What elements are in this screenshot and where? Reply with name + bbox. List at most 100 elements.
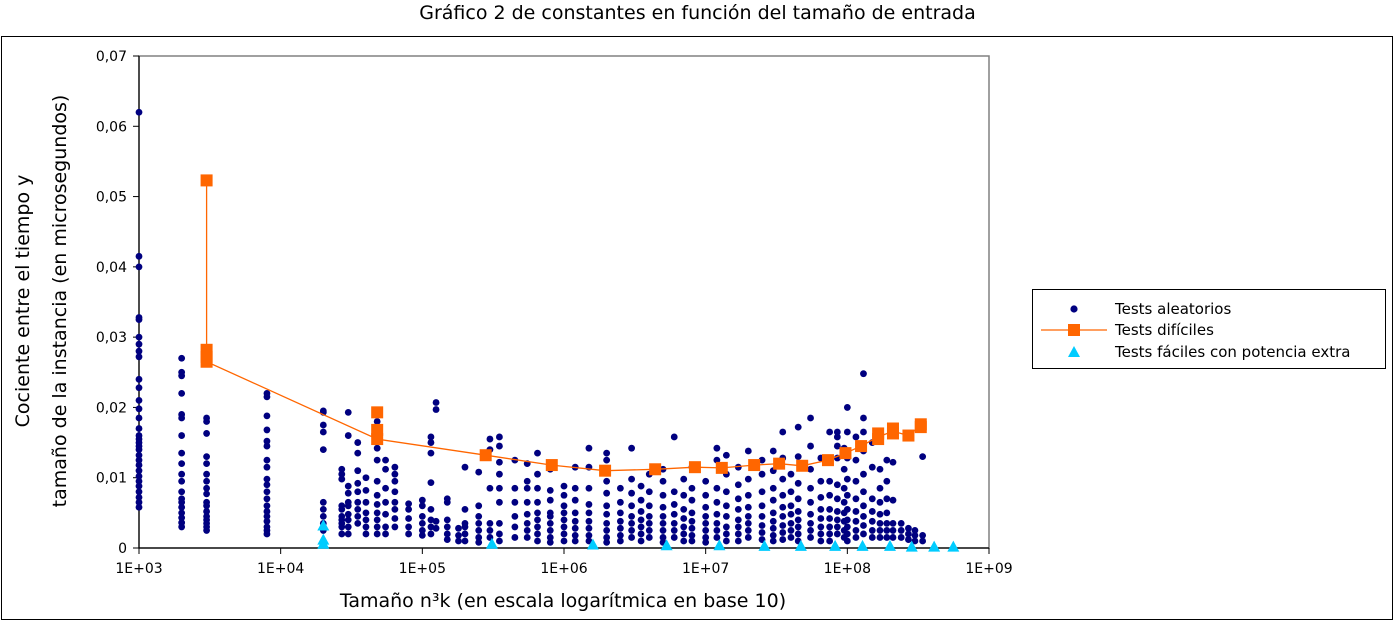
random-test-point	[263, 481, 271, 489]
random-test-point	[688, 524, 696, 532]
random-test-point	[585, 517, 593, 525]
random-test-point	[883, 477, 891, 485]
random-test-point	[486, 527, 494, 534]
random-test-point	[203, 477, 210, 485]
legend-triangle-marker	[1068, 346, 1080, 357]
random-test-point	[868, 534, 876, 541]
random-test-point	[603, 489, 611, 497]
random-test-point	[523, 484, 531, 492]
x-tick-label: 1E+04	[257, 561, 304, 577]
random-test-point	[645, 534, 653, 541]
random-test-point	[637, 523, 645, 531]
random-test-point	[860, 470, 867, 478]
random-test-point	[178, 488, 186, 496]
random-test-point	[319, 428, 327, 436]
random-test-point	[475, 520, 483, 527]
random-test-point	[263, 530, 271, 538]
series-hard	[200, 174, 927, 477]
random-test-point	[794, 495, 802, 503]
random-test-point	[860, 512, 867, 520]
hard-test-point	[371, 423, 384, 436]
random-test-point	[616, 537, 624, 545]
random-test-point	[344, 510, 352, 518]
hard-test-point	[914, 421, 927, 434]
random-test-point	[787, 534, 795, 541]
hard-test-point	[649, 463, 662, 476]
random-test-point	[263, 502, 271, 510]
random-test-point	[826, 515, 834, 522]
random-test-point	[203, 430, 210, 437]
random-test-point	[852, 477, 860, 485]
random-test-point	[688, 537, 696, 545]
random-test-point	[455, 531, 462, 539]
random-test-point	[135, 472, 143, 480]
random-test-point	[833, 523, 841, 531]
random-test-point	[475, 502, 483, 510]
random-test-point	[807, 527, 814, 534]
random-test-point	[603, 510, 611, 518]
random-test-point	[713, 527, 721, 534]
random-test-point	[905, 530, 912, 538]
random-test-point	[427, 479, 435, 487]
random-test-point	[817, 515, 825, 522]
y-tick-label: 0,07	[96, 49, 127, 65]
random-test-point	[203, 460, 210, 468]
random-test-point	[645, 527, 653, 534]
random-test-point	[496, 470, 503, 478]
random-test-point	[455, 524, 462, 532]
random-test-point	[263, 488, 271, 496]
random-test-point	[432, 517, 440, 525]
random-test-point	[713, 484, 721, 492]
random-test-point	[840, 465, 848, 473]
random-test-point	[688, 484, 696, 492]
random-test-point	[203, 508, 210, 515]
y-axis-title-line-2: tamaño de la instancia (en microsegundos…	[49, 95, 71, 508]
chart-frame	[1, 36, 1393, 620]
random-test-point	[354, 520, 362, 527]
hard-test-point	[371, 406, 384, 419]
random-test-point	[603, 449, 611, 457]
random-test-point	[203, 527, 210, 534]
random-test-point	[391, 515, 399, 522]
random-test-point	[373, 523, 381, 531]
random-test-point	[382, 484, 389, 492]
random-test-point	[486, 435, 494, 443]
random-test-point	[744, 491, 752, 499]
random-test-point	[263, 426, 271, 434]
random-test-point	[523, 520, 531, 527]
random-test-point	[680, 537, 688, 545]
random-test-point	[603, 527, 611, 534]
random-test-point	[659, 512, 667, 520]
random-test-point	[883, 456, 891, 464]
random-test-point	[461, 505, 469, 513]
random-test-point	[585, 509, 593, 517]
random-test-point	[382, 510, 389, 518]
random-test-point	[889, 520, 897, 527]
random-test-point	[807, 520, 814, 527]
hard-test-point	[599, 464, 612, 477]
random-test-point	[418, 502, 426, 510]
random-test-point	[883, 534, 891, 541]
random-test-point	[344, 482, 352, 490]
random-test-point	[585, 444, 593, 452]
random-test-point	[263, 495, 271, 503]
random-test-point	[734, 537, 742, 545]
random-test-point	[843, 505, 851, 513]
random-test-point	[496, 520, 503, 527]
y-axis-title-line-1: Cociente entre el tiempo y	[12, 175, 34, 428]
random-test-point	[628, 512, 635, 520]
random-test-point	[405, 530, 413, 538]
random-test-point	[178, 449, 186, 457]
random-test-point	[616, 509, 624, 517]
legend-circle-marker	[1070, 305, 1078, 313]
random-test-point	[391, 498, 399, 506]
random-test-point	[911, 531, 919, 539]
random-test-point	[455, 537, 462, 545]
random-test-point	[826, 428, 834, 436]
random-test-point	[833, 508, 841, 515]
random-test-point	[362, 486, 370, 494]
random-test-point	[840, 498, 848, 506]
random-test-point	[263, 437, 271, 445]
random-test-point	[744, 447, 752, 455]
random-test-point	[734, 516, 742, 524]
